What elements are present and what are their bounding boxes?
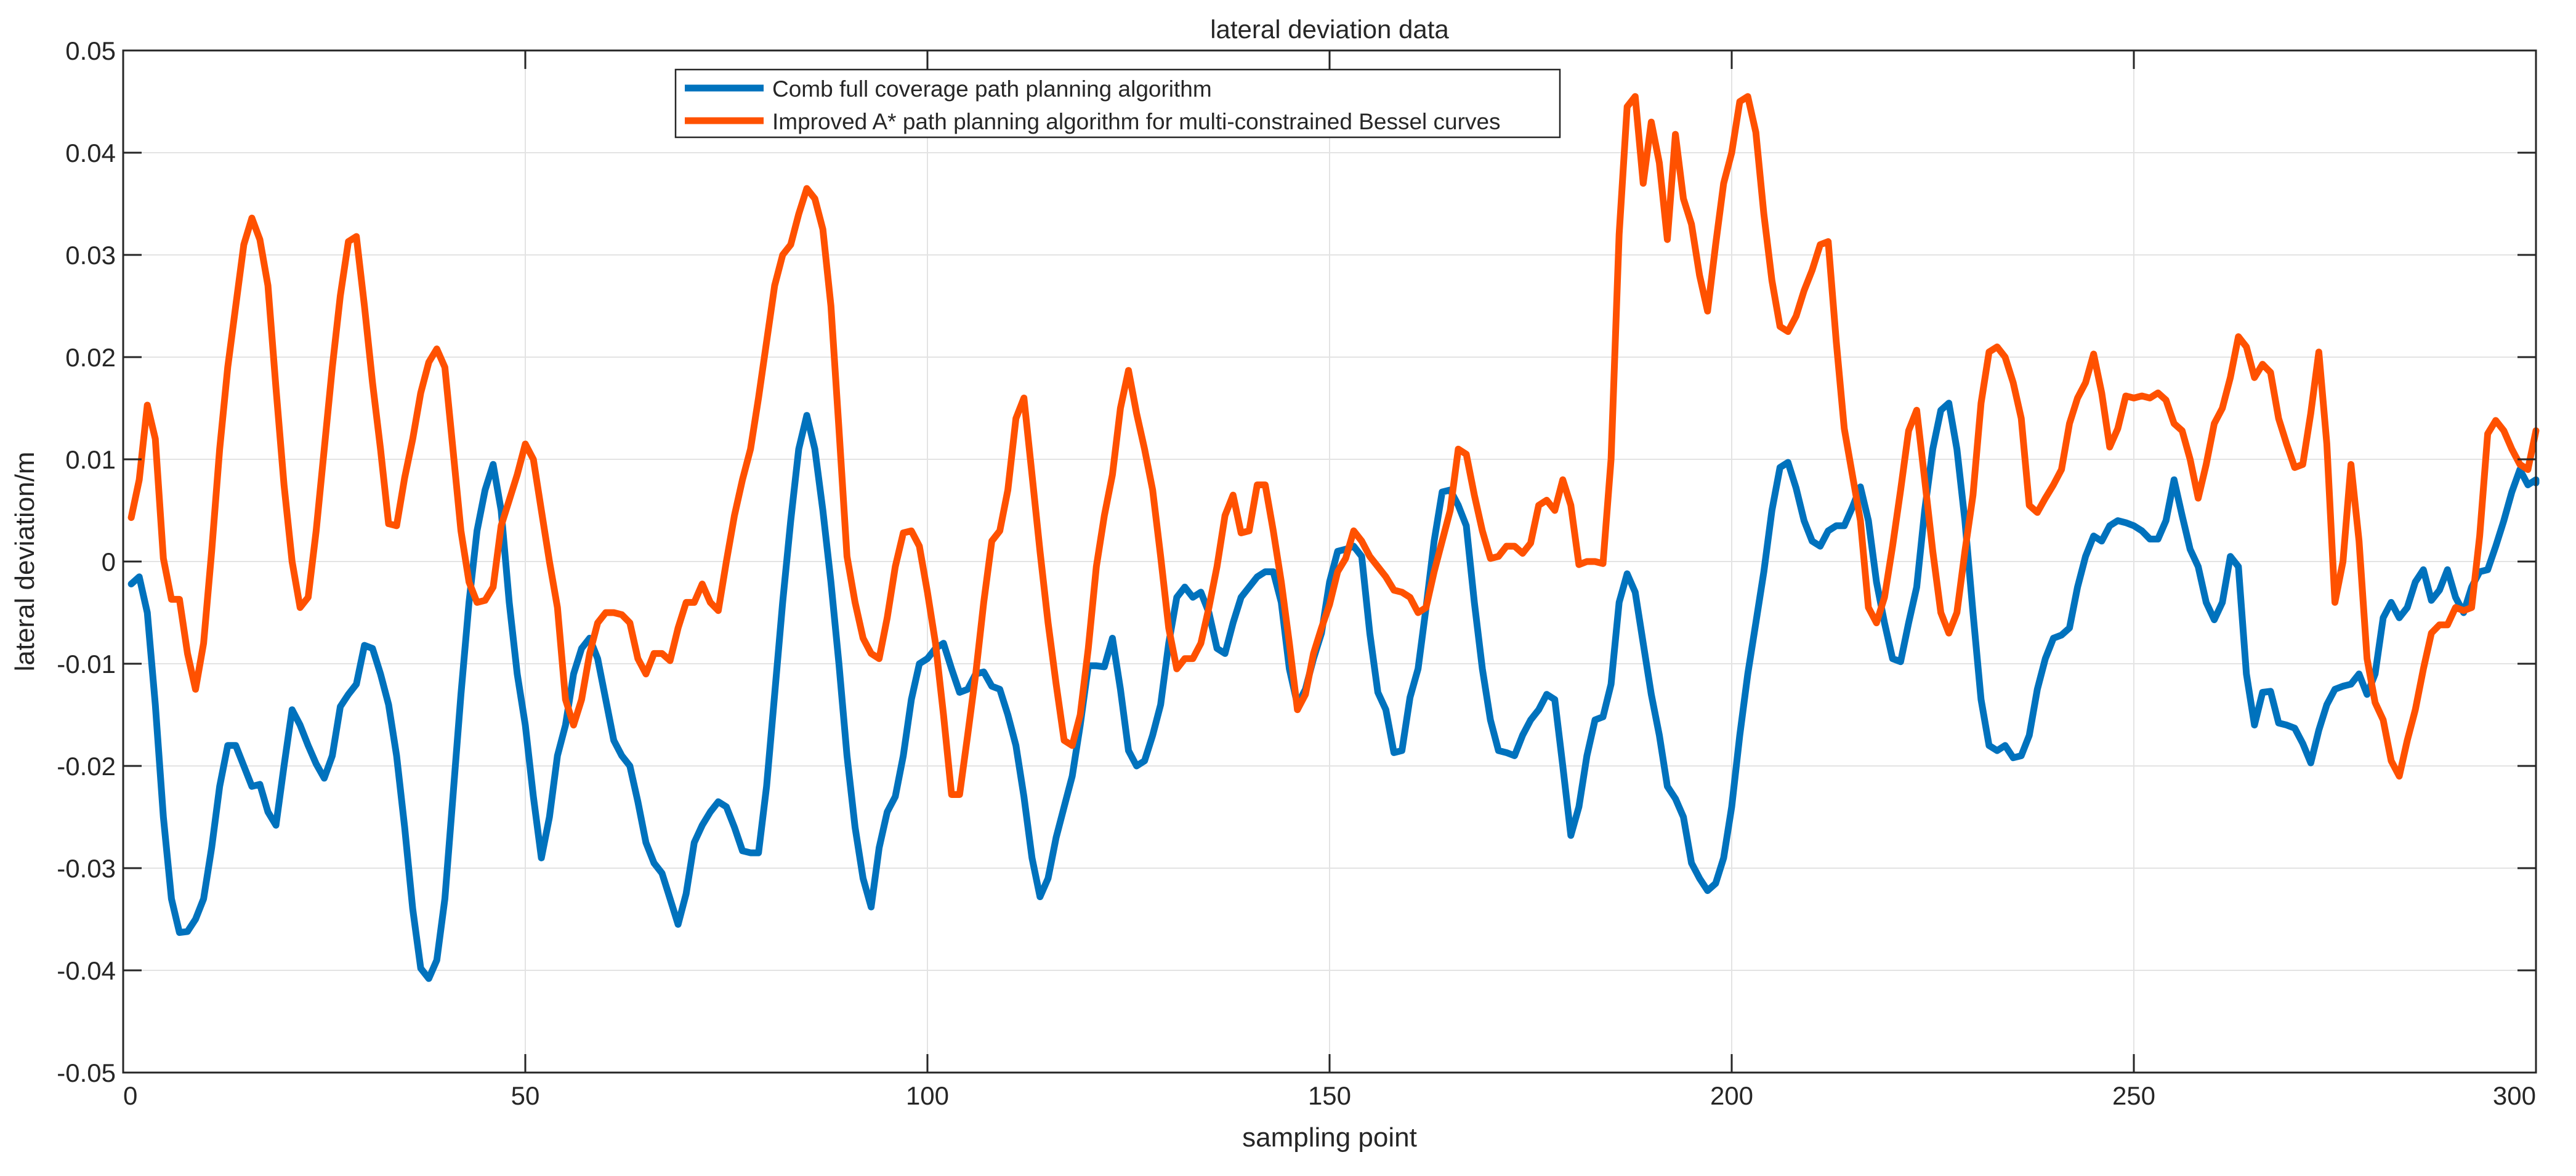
y-tick-label: 0.05	[65, 36, 116, 65]
y-tick-label: 0.03	[65, 241, 116, 270]
x-tick-label: 0	[123, 1081, 137, 1110]
x-tick-label: 150	[1308, 1081, 1351, 1110]
y-tick-label: -0.04	[57, 956, 116, 985]
legend-box	[674, 68, 1561, 139]
ticks	[122, 49, 2537, 1074]
legend: Comb full coverage path planning algorit…	[674, 68, 1561, 139]
x-axis-label: sampling point	[1242, 1122, 1417, 1153]
y-tick-labels: -0.05 -0.04 -0.03 -0.02 -0.01 0 0.01 0.02 0.03 0.…	[57, 36, 116, 1087]
y-tick-label: 0.01	[65, 445, 116, 474]
y-tick-label: 0.04	[65, 139, 116, 167]
grid	[123, 50, 2536, 1073]
x-tick-label: 50	[511, 1081, 540, 1110]
series-line-1	[127, 93, 2540, 798]
x-tick-label: 200	[1710, 1081, 1753, 1110]
legend-label-improved-a-star: Improved A* path planning algorithm for …	[772, 109, 1501, 134]
y-tick-label: -0.05	[57, 1058, 116, 1087]
x-tick-label: 300	[2493, 1081, 2536, 1110]
chart-title: lateral deviation data	[1210, 15, 1449, 44]
x-tick-label: 250	[2112, 1081, 2155, 1110]
y-tick-label: -0.01	[57, 650, 116, 679]
series-layer	[127, 93, 2540, 982]
x-tick-labels: 0 50 100 150 200 250 300	[123, 1081, 2536, 1110]
y-axis-label: lateral deviation/m	[10, 451, 40, 671]
y-tick-label: 0	[102, 547, 116, 576]
y-tick-label: -0.03	[57, 854, 116, 883]
series-line-0	[127, 400, 2540, 982]
y-tick-label: 0.02	[65, 343, 116, 372]
legend-label-comb: Comb full coverage path planning algorit…	[772, 76, 1212, 102]
y-tick-label: -0.02	[57, 752, 116, 781]
x-tick-label: 100	[906, 1081, 949, 1110]
